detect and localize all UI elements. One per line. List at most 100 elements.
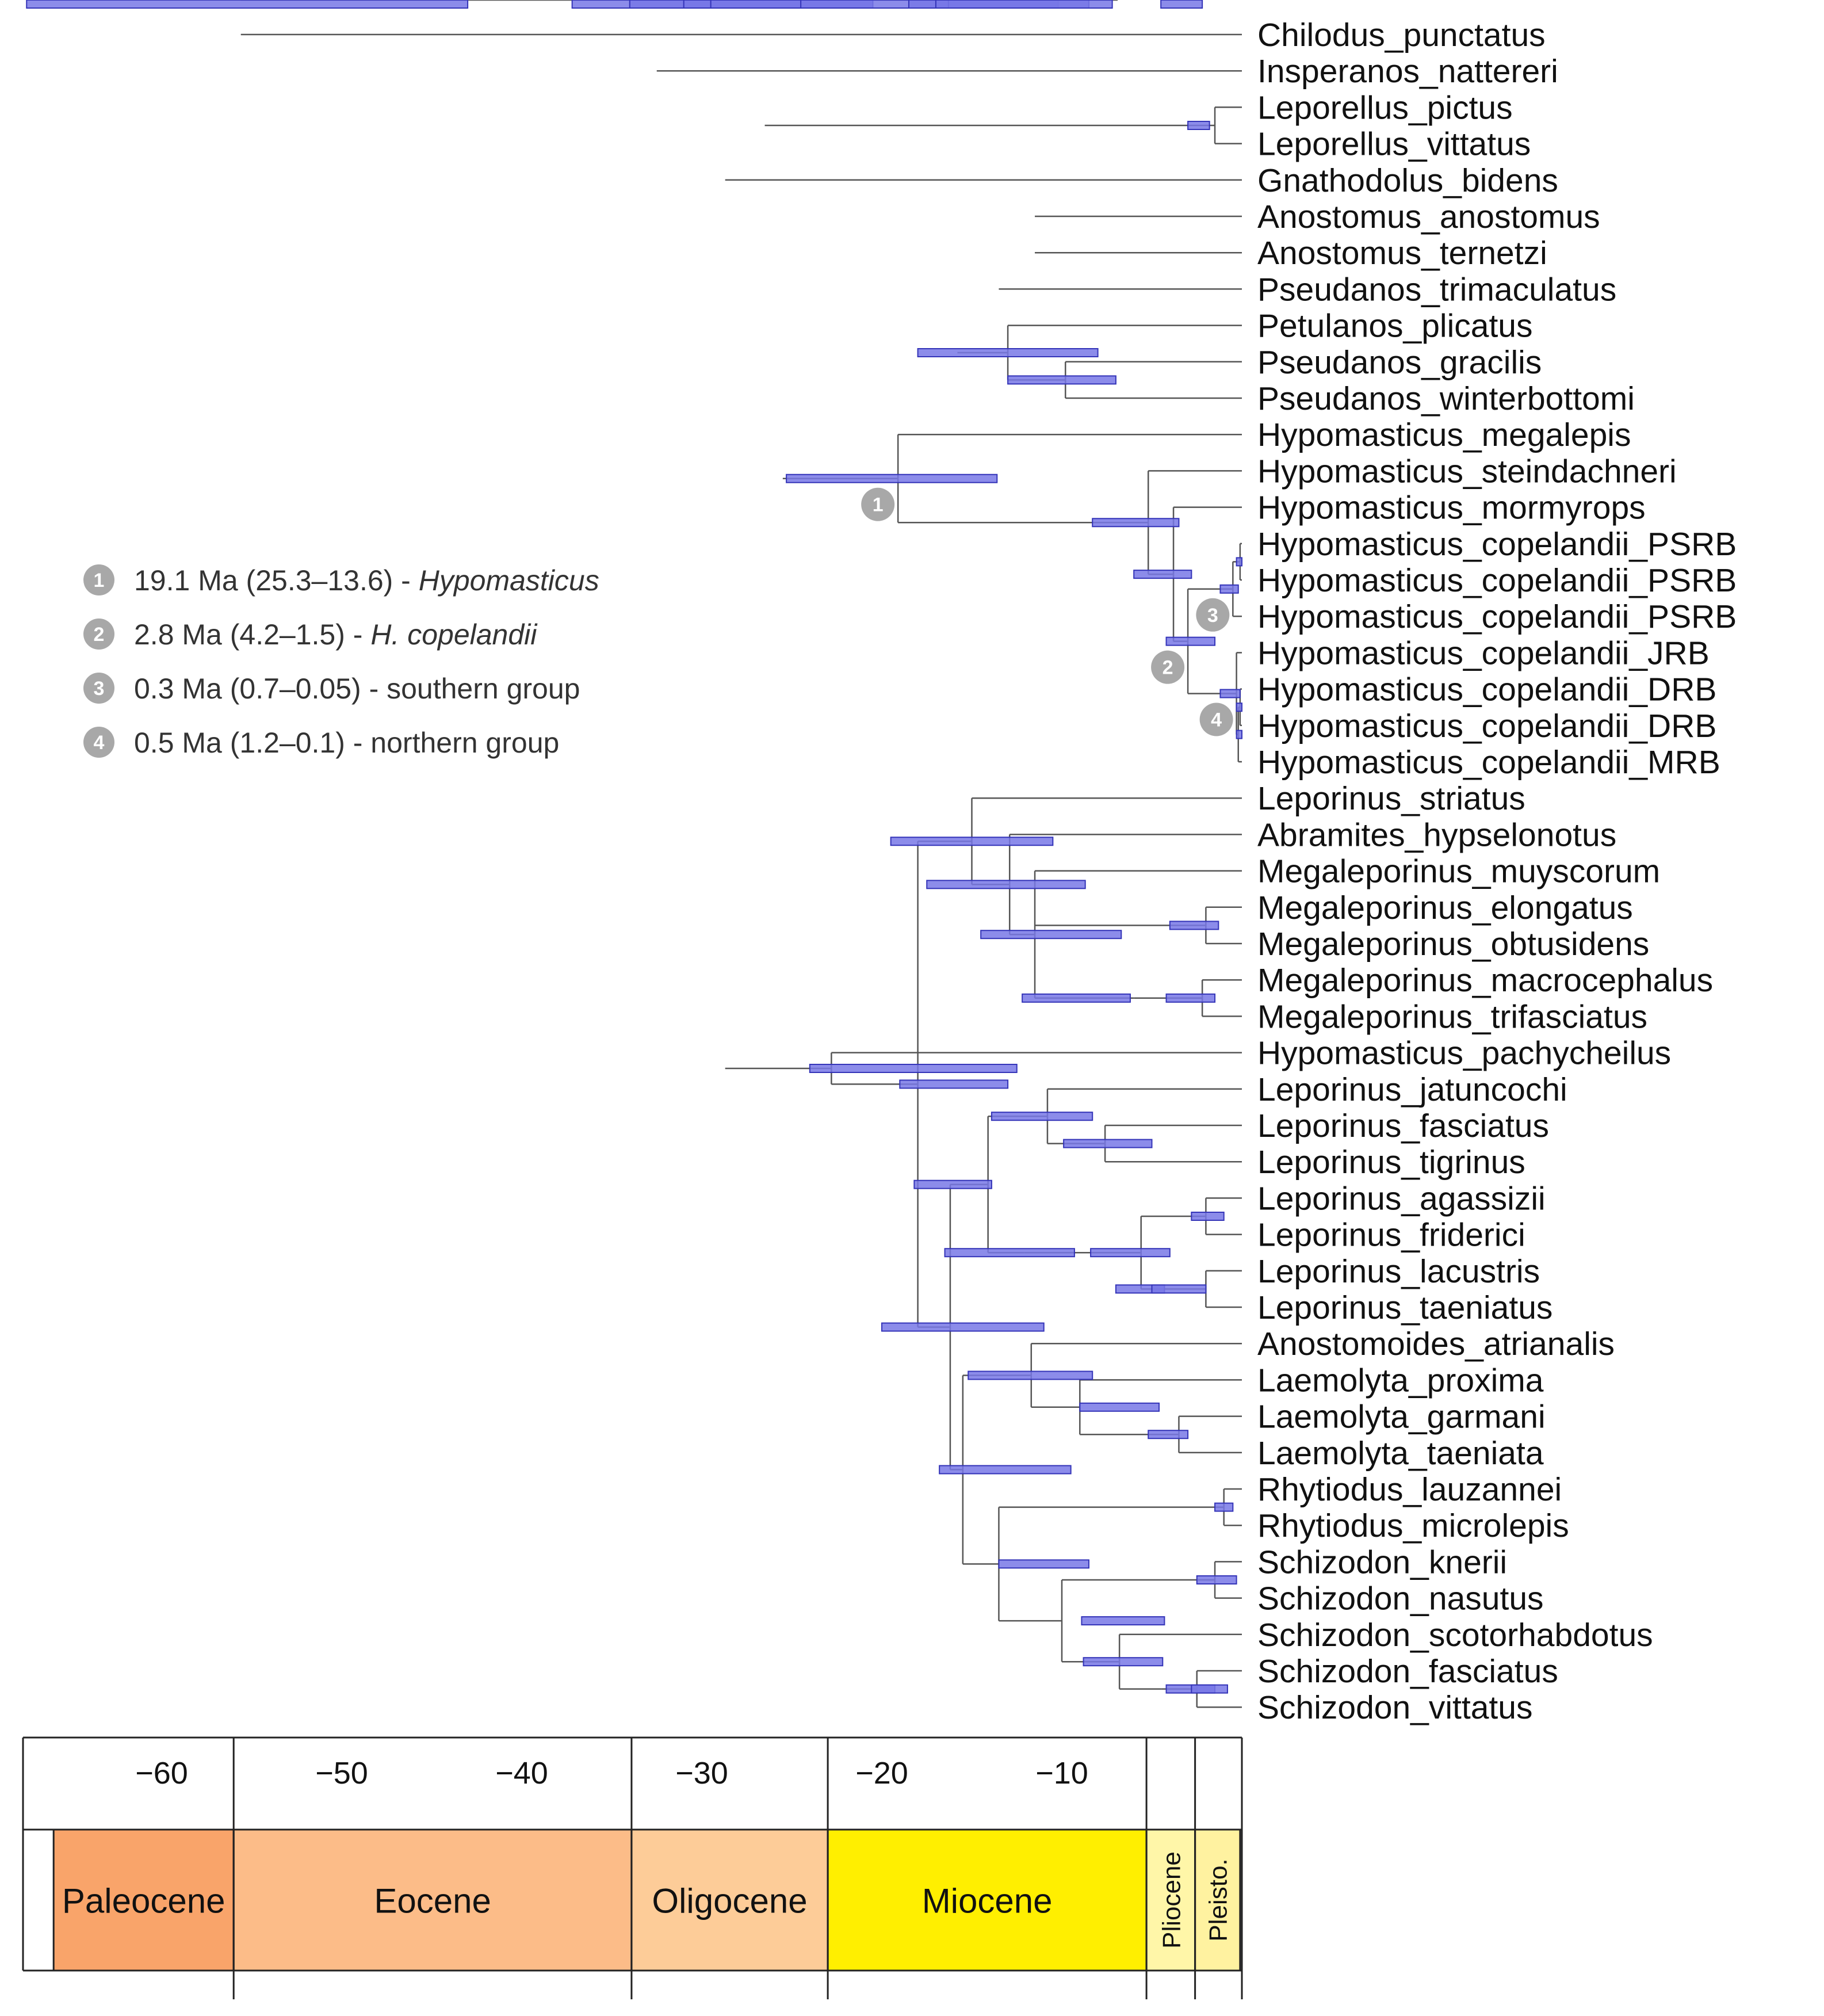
taxon-label: Abramites_hypselonotus	[1257, 816, 1616, 853]
legend-marker-1	[83, 564, 114, 595]
taxon-label: Hypomasticus_steindachneri	[1257, 453, 1677, 490]
taxon-label: Petulanos_plicatus	[1257, 308, 1533, 345]
taxon-label: Megaleporinus_macrocephalus	[1257, 962, 1713, 999]
hpd-bar-W	[926, 880, 1086, 889]
legend-marker-number: 4	[94, 732, 105, 754]
taxon-label: Anostomoides_atrianalis	[1257, 1326, 1615, 1362]
hpd-bar-AA	[1165, 993, 1216, 1003]
hpd-bar-R	[1236, 730, 1243, 739]
epoch-pliocene	[1145, 1828, 1196, 1972]
legend-entry-1: 19.1 Ma (25.3–13.6) - Hypomasticus	[134, 564, 599, 597]
taxon-label: Laemolyta_taeniata	[1257, 1435, 1544, 1472]
hpd-bar-AK	[939, 1465, 1072, 1475]
node-marker-number: 1	[873, 494, 884, 516]
epoch-label: Miocene	[922, 1882, 1053, 1920]
taxon-label: Anostomus_ternetzi	[1257, 235, 1547, 272]
hpd-bar-AH	[1191, 1212, 1225, 1221]
hpd-bar-L	[1092, 518, 1180, 528]
taxon-label: Leporinus_friderici	[1257, 1217, 1525, 1254]
taxon-label: Anostomus_anostomus	[1257, 198, 1600, 235]
legend-marker-number: 2	[94, 624, 105, 646]
hpd-bar-AJ	[1151, 1284, 1207, 1294]
hpd-bar-Y	[1169, 921, 1219, 930]
epoch-eocene	[232, 1828, 633, 1972]
taxon-label: Pseudanos_trimaculatus	[1257, 271, 1616, 308]
taxon-label: Leporinus_fasciatus	[1257, 1108, 1549, 1144]
hpd-bar-Hyp	[786, 474, 998, 483]
epoch-label: Oligocene	[652, 1882, 807, 1920]
taxon-label: Leporinus_taeniatus	[1257, 1289, 1552, 1326]
taxon-label: Hypomasticus_copelandii_MRB	[1257, 744, 1720, 781]
hpd-bar-T	[809, 1064, 1018, 1074]
hpd-bar-AD	[991, 1112, 1093, 1121]
hpd-bar-Z	[1022, 993, 1131, 1003]
node-marker-4	[1199, 702, 1233, 736]
legend-entry-4: 0.5 Ma (1.2–0.1) - northern group	[134, 727, 559, 759]
legend-entry-3: 0.3 Ma (0.7–0.05) - southern group	[134, 673, 580, 705]
hpd-bar-H	[935, 0, 1113, 9]
taxon-label: Hypomasticus_copelandii_JRB	[1257, 635, 1710, 671]
hpd-bar-U	[899, 1079, 1009, 1089]
hpd-bar-AS	[1083, 1657, 1164, 1667]
taxon-label: Leporellus_vittatus	[1257, 126, 1531, 163]
taxon-label: Hypomasticus_mormyrops	[1257, 490, 1646, 526]
axis-tick-label: −40	[495, 1756, 548, 1790]
hpd-bar-AM	[1079, 1402, 1160, 1412]
taxon-label: Leporinus_striatus	[1257, 780, 1525, 817]
hpd-bar-S	[1236, 702, 1243, 712]
hpd-bar-N	[1165, 636, 1216, 646]
hpd-bar-root	[26, 0, 469, 9]
hpd-bar-AC	[913, 1179, 992, 1189]
time-axis: −60 −50 −40 −30 −20 −10	[23, 1736, 1242, 1790]
hpd-bar-AR	[1196, 1575, 1237, 1584]
hpd-bar-M	[1133, 570, 1192, 579]
node-marker-number: 3	[1207, 605, 1218, 627]
node-marker-2	[1151, 650, 1185, 684]
taxon-label: Pseudanos_gracilis	[1257, 344, 1542, 381]
taxon-label: Leporinus_tigrinus	[1257, 1144, 1525, 1181]
hpd-bar-O	[1219, 584, 1239, 594]
taxon-labels: Chilodus_punctatusInsperanos_nattereriLe…	[1257, 17, 1737, 1726]
legend-entry-2: 2.8 Ma (4.2–1.5) - H. copelandii	[134, 618, 538, 651]
axis-tick-label: −60	[135, 1756, 188, 1790]
taxon-label: Schizodon_nasutus	[1257, 1580, 1544, 1617]
node-marker-number: 4	[1211, 709, 1222, 731]
taxon-label: Leporinus_jatuncochi	[1257, 1071, 1567, 1108]
hpd-bar-AB	[881, 1322, 1045, 1332]
taxon-label: Hypomasticus_copelandii_DRB	[1257, 671, 1716, 708]
hpd-bar-J	[917, 348, 1099, 357]
hpd-bar-X	[980, 930, 1122, 940]
hpd-bar-K	[1007, 375, 1116, 385]
hpd-bar-AL	[968, 1370, 1093, 1380]
node-age-legend: 1 19.1 Ma (25.3–13.6) - Hypomasticus 2 2.8 …	[83, 564, 599, 759]
taxon-label: Hypomasticus_megalepis	[1257, 417, 1631, 453]
hpd-bar-AU	[1191, 1684, 1228, 1694]
taxon-label: Megaleporinus_trifasciatus	[1257, 998, 1647, 1035]
epoch-bar: Paleocene Eocene Oligocene Miocene Pliocene P…	[22, 1738, 1243, 1999]
node-age-intervals	[26, 0, 1243, 1694]
epoch-pleisto	[1194, 1828, 1241, 1972]
taxon-label: Schizodon_vittatus	[1257, 1689, 1532, 1726]
hpd-bar-AP	[1214, 1502, 1234, 1512]
hpd-bar-I	[1160, 0, 1203, 9]
taxon-label: Rhytiodus_microlepis	[1257, 1507, 1569, 1544]
taxon-label: Hypomasticus_copelandii_DRB	[1257, 708, 1716, 744]
taxon-label: Chilodus_punctatus	[1257, 17, 1546, 54]
node-marker-1	[861, 487, 895, 521]
taxon-label: Rhytiodus_lauzannei	[1257, 1471, 1562, 1508]
taxon-label: Megaleporinus_muyscorum	[1257, 853, 1660, 890]
epoch-miocene	[827, 1828, 1148, 1972]
taxon-label: Hypomasticus_copelandii_PSRB	[1257, 598, 1737, 635]
legend-marker-number: 3	[94, 678, 105, 700]
axis-tick-label: −20	[855, 1756, 908, 1790]
hpd-bar-AF	[944, 1248, 1075, 1258]
node-markers: 1 2 3 4	[861, 487, 1233, 736]
epoch-label: Pleisto.	[1204, 1858, 1233, 1941]
legend-marker-4	[83, 727, 114, 758]
taxon-label: Leporinus_agassizii	[1257, 1180, 1546, 1217]
hpd-bar-AO	[998, 1559, 1089, 1569]
epoch-label: Paleocene	[62, 1882, 225, 1920]
taxon-label: Schizodon_fasciatus	[1257, 1653, 1558, 1690]
taxon-label: Hypomasticus_pachycheilus	[1257, 1035, 1671, 1072]
